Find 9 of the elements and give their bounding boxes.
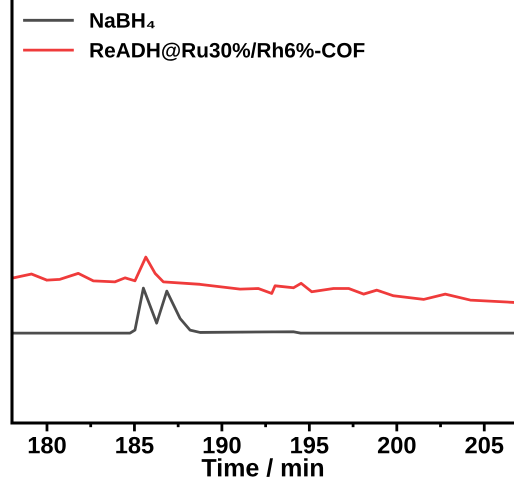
x-tick-label: 205	[465, 436, 504, 454]
legend-label: NaBH₄	[90, 13, 155, 28]
x-tick-label: 195	[291, 436, 328, 454]
x-tick-label: 200	[378, 436, 416, 454]
x-tick-label: 185	[116, 436, 154, 454]
x-tick-label: 190	[204, 436, 241, 454]
legend-label: ReADH@Ru30%/Rh6%-COF	[90, 42, 364, 61]
x-axis-title: Time / min	[202, 458, 324, 477]
x-tick-label: 180	[28, 436, 66, 454]
